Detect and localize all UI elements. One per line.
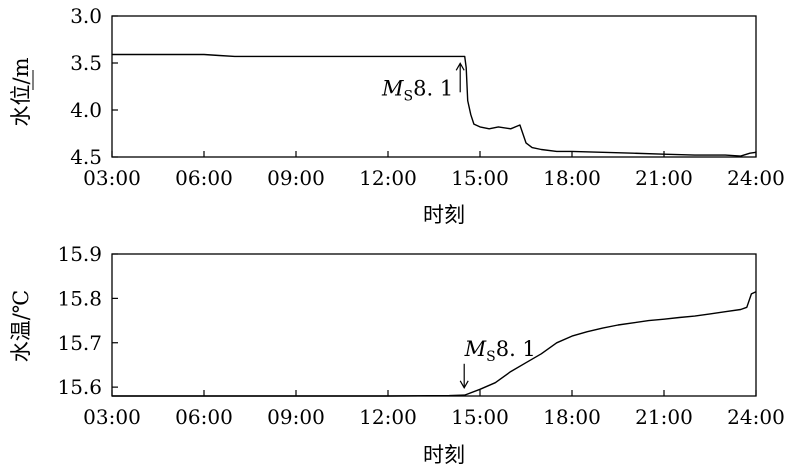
annotation-magnitude-value: 8. 1 <box>413 76 453 100</box>
y-tick-label: 15.6 <box>57 375 102 399</box>
y-axis-title: 水位/m <box>9 57 33 126</box>
annotation-magnitude-symbol: M <box>464 337 487 361</box>
annotation-arrowhead <box>455 62 465 71</box>
series-line <box>112 291 757 397</box>
annotation-magnitude-value: 8. 1 <box>496 337 536 361</box>
annotation-label: MS8. 1 <box>464 337 536 365</box>
annotation-label: MS8. 1 <box>381 76 453 104</box>
y-tick-label: 4.5 <box>70 145 102 169</box>
annotation-magnitude-subscript: S <box>404 88 414 104</box>
x-tick-label: 21:00 <box>635 166 693 190</box>
x-tick-label: 09:00 <box>267 405 325 429</box>
series-line <box>112 53 757 157</box>
y-tick-label: 4.0 <box>70 98 102 122</box>
water-level-panel: 03:00 06:00 09:00 12:00 15:00 18:00 21:00 24:00… <box>9 4 785 227</box>
x-tick-label: 12:00 <box>359 405 417 429</box>
plot-frame <box>111 253 757 397</box>
x-tick-label: 24:00 <box>727 405 785 429</box>
annotation-arrowhead <box>459 380 469 389</box>
y-tick-label: 3.0 <box>70 4 102 28</box>
y-tick-label: 15.8 <box>57 286 102 310</box>
x-tick-label: 18:00 <box>543 166 601 190</box>
y-tick-label: 3.5 <box>70 51 102 75</box>
y-tick-label: 15.9 <box>57 242 102 266</box>
annotation-magnitude-subscript: S <box>486 349 496 365</box>
plot-frame <box>111 15 757 158</box>
x-tick-label: 09:00 <box>267 166 325 190</box>
x-tick-label: 18:00 <box>543 405 601 429</box>
x-tick-label: 03:00 <box>83 405 141 429</box>
y-axis-title: 水温/℃ <box>9 290 33 363</box>
x-tick-label: 21:00 <box>635 405 693 429</box>
y-tick-label: 15.7 <box>57 331 102 355</box>
x-tick-label: 15:00 <box>451 405 509 429</box>
x-axis-title: 时刻 <box>423 443 465 467</box>
x-tick-label: 03:00 <box>83 166 141 190</box>
water-temperature-panel: 03:00 06:00 09:00 12:00 15:00 18:00 21:00 24:00… <box>9 242 785 467</box>
x-tick-label: 06:00 <box>175 405 233 429</box>
x-tick-label: 06:00 <box>175 166 233 190</box>
x-tick-label: 24:00 <box>727 166 785 190</box>
x-tick-label: 12:00 <box>359 166 417 190</box>
annotation-magnitude-symbol: M <box>381 76 404 100</box>
x-axis-title: 时刻 <box>423 203 465 227</box>
x-tick-label: 15:00 <box>451 166 509 190</box>
